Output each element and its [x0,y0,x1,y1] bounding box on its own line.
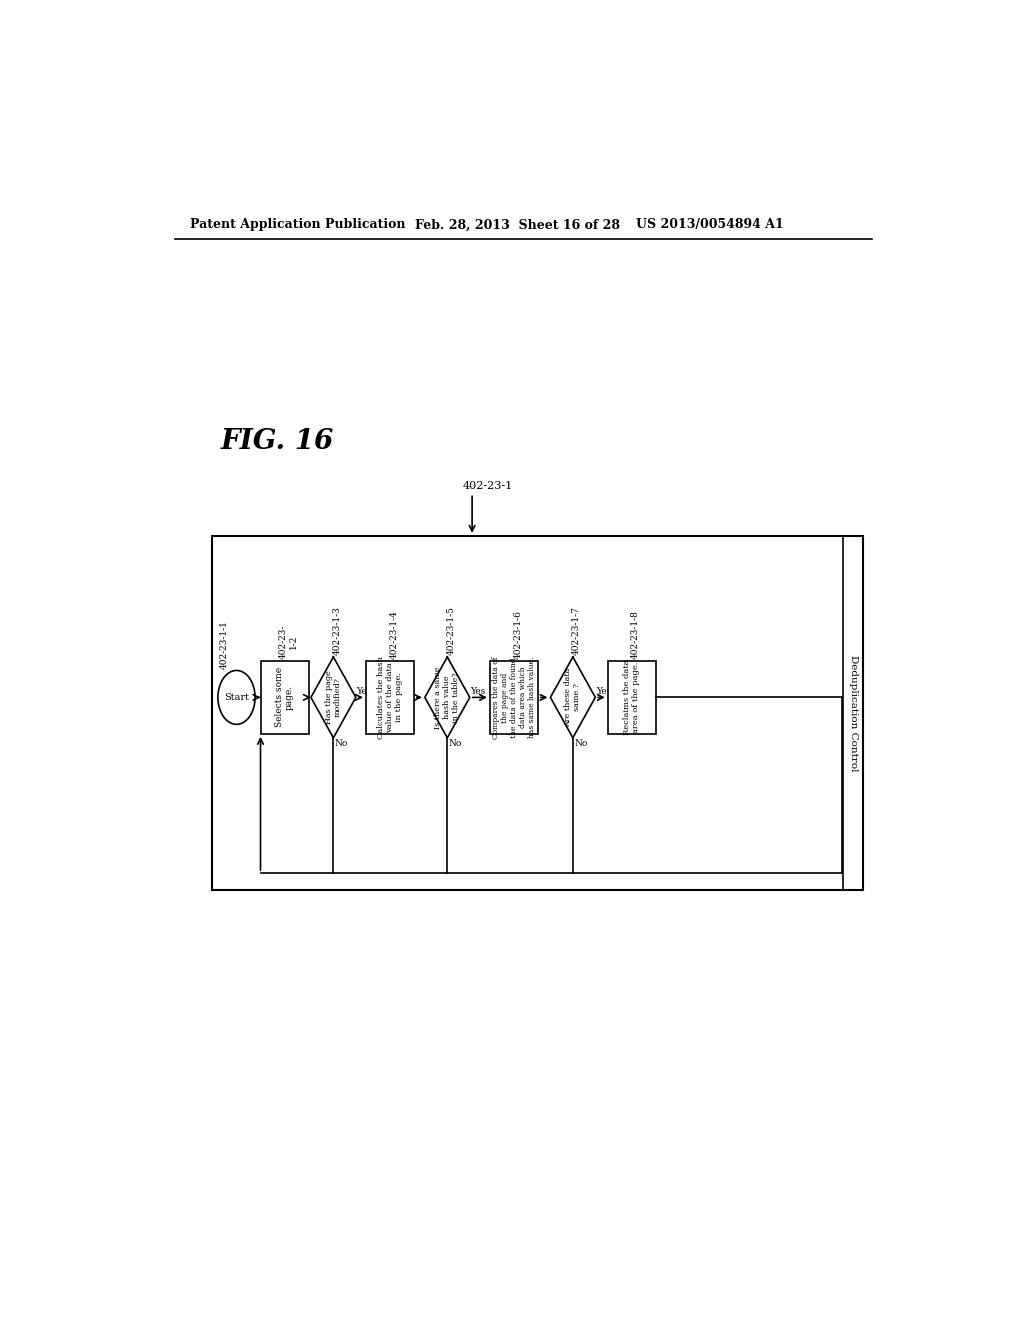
Text: FIG. 16: FIG. 16 [221,428,334,455]
Text: Yes: Yes [356,686,372,696]
Text: Reclaims the data
area of the page.: Reclaims the data area of the page. [624,660,640,735]
Text: Calculates the hash
value of the data
in the page.: Calculates the hash value of the data in… [377,656,403,739]
Text: Yes: Yes [596,686,611,696]
Text: Are these data
same ?: Are these data same ? [564,668,582,727]
Bar [607,661,655,734]
Text: Is there a same
hash value
in the table?: Is there a same hash value in the table? [434,667,461,729]
Text: Yes: Yes [471,686,485,696]
Text: 402-23-1-4: 402-23-1-4 [389,610,398,659]
Bar [489,661,538,734]
Polygon shape [311,657,356,738]
Text: 402-23-1-3: 402-23-1-3 [333,607,342,656]
Text: Deduplication Control: Deduplication Control [849,655,858,771]
Text: No: No [574,739,588,747]
Polygon shape [550,657,595,738]
Text: Has the page
modified?: Has the page modified? [325,671,342,725]
Text: 402-23-1-8: 402-23-1-8 [631,610,640,659]
Bar [260,661,308,734]
Text: Feb. 28, 2013  Sheet 16 of 28: Feb. 28, 2013 Sheet 16 of 28 [415,218,620,231]
Text: Selects some
page.: Selects some page. [274,668,294,727]
Text: 402-23-1-1: 402-23-1-1 [219,620,228,669]
Polygon shape [425,657,470,738]
Text: 402-23-1-5: 402-23-1-5 [446,606,456,656]
Text: No: No [335,739,348,747]
Text: 402-23-
1-2: 402-23- 1-2 [279,624,298,659]
Text: Start: Start [224,693,249,702]
Text: 402-23-1: 402-23-1 [463,480,513,491]
Bar [212,536,862,890]
Text: US 2013/0054894 A1: US 2013/0054894 A1 [636,218,783,231]
Text: 402-23-1-6: 402-23-1-6 [513,610,522,659]
Bar [366,661,414,734]
Text: No: No [449,739,462,747]
Text: Compares the data of
the page and
the data of the found
data area which
has same: Compares the data of the page and the da… [492,656,537,739]
Ellipse shape [218,671,255,725]
Text: 402-23-1-7: 402-23-1-7 [572,607,582,656]
Text: Patent Application Publication: Patent Application Publication [190,218,406,231]
